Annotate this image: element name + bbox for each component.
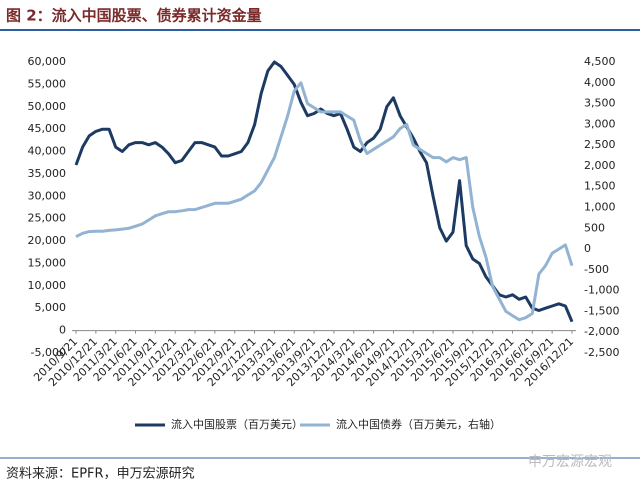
chart-title: 图 2：流入中国股票、债券累计资金量 xyxy=(6,7,262,25)
y-tick-label: 40,000 xyxy=(28,145,67,158)
y2-tick-label: 0 xyxy=(584,242,591,255)
series-line xyxy=(74,60,574,323)
y-tick-label: 60,000 xyxy=(28,55,67,68)
y2-tick-label: 500 xyxy=(584,221,605,234)
y2-tick-label: 2,000 xyxy=(584,159,616,172)
y-tick-label: 25,000 xyxy=(28,212,67,225)
watermark: 申万宏源宏观 xyxy=(528,454,612,470)
y-tick-label: -5,000 xyxy=(31,346,66,359)
y-tick-label: 55,000 xyxy=(28,77,67,90)
series-line xyxy=(75,81,574,322)
y2-tick-label: -1,000 xyxy=(584,284,619,297)
y2-tick-label: 3,500 xyxy=(584,97,616,110)
legend-label: 流入中国股票（百万美元） xyxy=(171,417,303,431)
y-tick-label: 5,000 xyxy=(35,301,67,314)
source: 资料来源：EPFR，申万宏源研究 xyxy=(6,467,195,482)
y2-tick-label: -1,500 xyxy=(584,304,619,317)
y2-tick-label: -2,000 xyxy=(584,325,619,338)
y2-tick-label: 3,000 xyxy=(584,117,616,130)
y2-tick-label: 1,000 xyxy=(584,201,616,214)
y-tick-label: 15,000 xyxy=(28,256,67,269)
y2-tick-label: -2,500 xyxy=(584,346,619,359)
legend-label: 流入中国债券（百万美元，右轴） xyxy=(336,417,501,431)
y-tick-label: 0 xyxy=(59,324,66,337)
y-tick-label: 30,000 xyxy=(28,189,67,202)
y2-tick-label: 4,000 xyxy=(584,76,616,89)
y2-tick-label: -500 xyxy=(584,263,609,276)
y2-tick-label: 2,500 xyxy=(584,138,616,151)
y2-tick-label: 4,500 xyxy=(584,55,616,68)
y-tick-label: 10,000 xyxy=(28,279,67,292)
y-tick-label: 20,000 xyxy=(28,234,67,247)
y2-tick-label: 1,500 xyxy=(584,180,616,193)
y-tick-label: 50,000 xyxy=(28,100,67,113)
y-tick-label: 35,000 xyxy=(28,167,67,180)
y-tick-label: 45,000 xyxy=(28,122,67,135)
